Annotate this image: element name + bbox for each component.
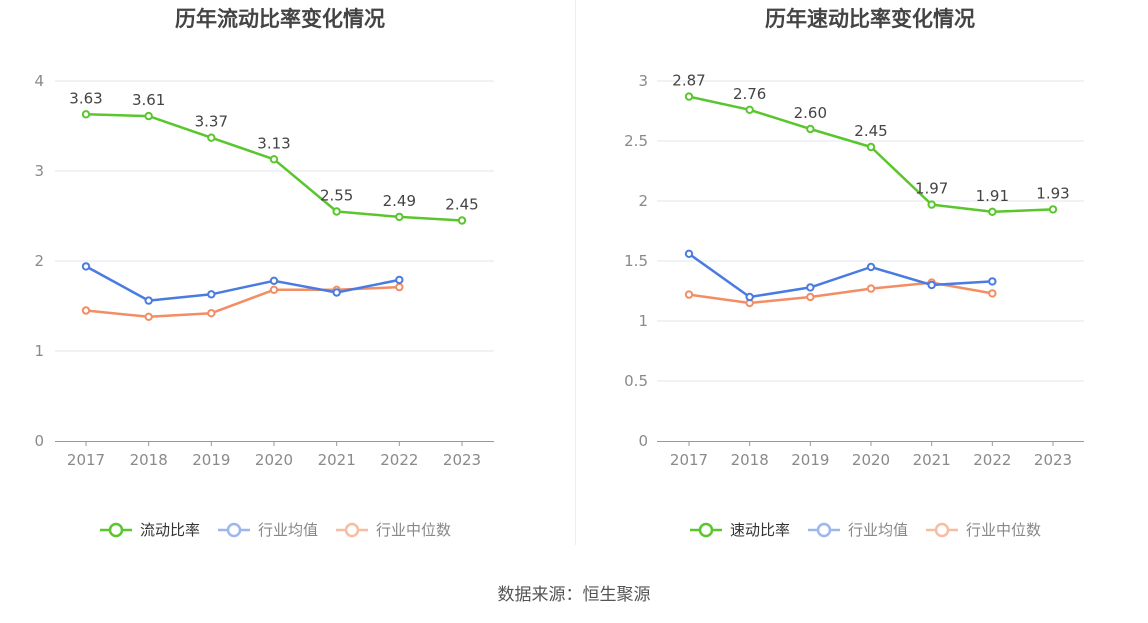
data-label: 1.93: [1036, 184, 1069, 202]
data-point: [806, 283, 815, 292]
legend-marker: [344, 522, 360, 538]
data-point: [269, 155, 279, 164]
y-tick-label: 0: [34, 432, 44, 450]
data-point: [988, 289, 997, 298]
y-tick-label: 2: [34, 252, 44, 270]
data-point: [81, 110, 91, 119]
x-tick-label: 2023: [1034, 451, 1072, 469]
data-point: [207, 309, 216, 318]
chart-title: 历年流动比率变化情况: [175, 7, 385, 31]
legend-marker: [226, 522, 242, 538]
x-tick-label: 2018: [130, 451, 168, 469]
panel-divider: [575, 0, 576, 545]
data-point: [332, 207, 341, 216]
data-point: [332, 288, 341, 297]
data-point: [745, 292, 754, 302]
y-tick-label: 1: [638, 312, 648, 330]
data-point: [866, 284, 876, 293]
x-tick-label: 2017: [670, 451, 708, 469]
data-label: 2.60: [794, 104, 827, 122]
x-tick-label: 2023: [443, 451, 481, 469]
data-point: [269, 285, 279, 294]
data-point: [81, 306, 91, 315]
data-point: [207, 133, 216, 142]
data-point: [395, 212, 404, 222]
legend-label: 行业均值: [258, 521, 318, 539]
y-tick-label: 2.5: [624, 132, 648, 150]
y-tick-label: 0: [638, 432, 648, 450]
y-tick-label: 3: [34, 162, 44, 180]
legend-label: 速动比率: [730, 521, 790, 539]
x-tick-label: 2021: [318, 451, 356, 469]
legend-label: 行业中位数: [966, 521, 1041, 539]
data-label: 2.49: [383, 192, 416, 210]
data-point: [927, 280, 936, 290]
data-label: 1.97: [915, 180, 948, 198]
y-tick-label: 2: [638, 192, 648, 210]
legend-marker: [698, 522, 714, 538]
chart-title: 历年速动比率变化情况: [765, 7, 975, 31]
y-tick-label: 1: [34, 342, 44, 360]
data-point: [144, 312, 153, 321]
x-tick-label: 2018: [731, 451, 769, 469]
legend-label: 行业中位数: [376, 521, 451, 539]
x-tick-label: 2022: [973, 451, 1011, 469]
data-point: [395, 275, 404, 285]
data-label: 3.61: [132, 91, 165, 109]
data-point: [866, 142, 876, 152]
legend-marker: [816, 522, 832, 538]
legend-marker: [934, 522, 950, 538]
legend-label: 行业均值: [848, 521, 908, 539]
data-point: [988, 277, 997, 286]
x-tick-label: 2021: [913, 451, 951, 469]
data-label: 1.91: [976, 187, 1009, 205]
data-label: 3.63: [69, 89, 102, 107]
x-tick-label: 2022: [380, 451, 418, 469]
x-tick-label: 2020: [852, 451, 890, 469]
data-label: 2.45: [854, 122, 887, 140]
x-tick-label: 2020: [255, 451, 293, 469]
data-point: [988, 207, 997, 217]
data-point: [684, 249, 694, 259]
data-point: [806, 124, 815, 134]
data-point: [1048, 205, 1058, 214]
legend-marker: [108, 522, 124, 538]
data-label: 3.37: [195, 113, 228, 131]
y-tick-label: 3: [638, 72, 648, 90]
y-tick-label: 4: [34, 72, 44, 90]
data-point: [144, 111, 153, 121]
data-point: [395, 282, 404, 292]
data-source-label: 数据来源：恒生聚源: [497, 585, 651, 605]
data-point: [81, 262, 91, 271]
series-line-1: [688, 252, 993, 299]
data-label: 2.45: [445, 196, 478, 214]
series-line-1: [85, 265, 400, 302]
data-point: [207, 290, 216, 299]
data-point: [684, 92, 694, 101]
x-tick-label: 2019: [192, 451, 230, 469]
data-point: [144, 296, 153, 305]
data-label: 2.76: [733, 85, 766, 103]
data-point: [927, 200, 936, 209]
x-tick-label: 2019: [791, 451, 829, 469]
data-point: [457, 216, 467, 225]
x-tick-label: 2017: [67, 451, 105, 469]
data-point: [866, 262, 876, 272]
data-point: [684, 290, 694, 299]
data-point: [745, 105, 754, 115]
y-tick-label: 0.5: [624, 372, 648, 390]
data-point: [269, 276, 279, 285]
data-label: 3.13: [257, 134, 290, 152]
data-label: 2.55: [320, 187, 353, 205]
legend-label: 流动比率: [140, 521, 200, 539]
data-label: 2.87: [672, 72, 705, 90]
data-point: [806, 292, 815, 302]
y-tick-label: 1.5: [624, 252, 648, 270]
